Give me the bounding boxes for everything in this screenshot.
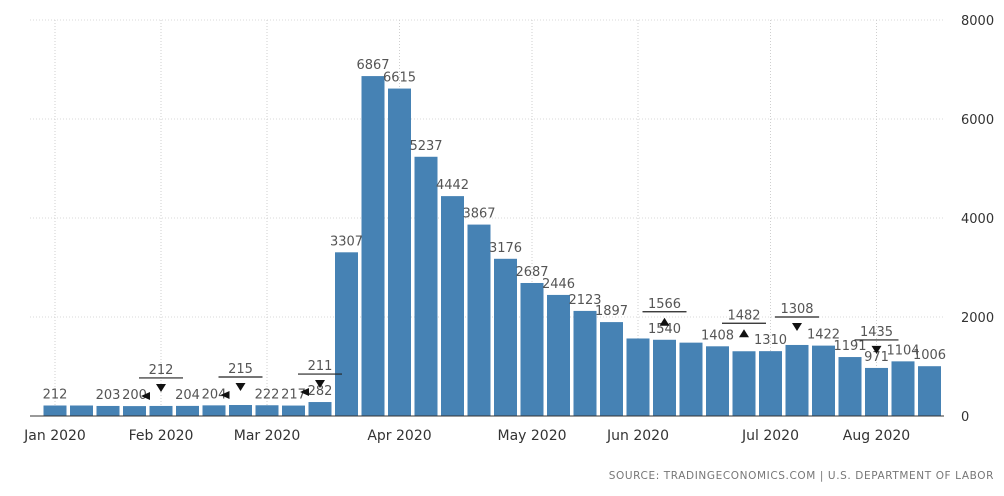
data-label: 1422 (807, 328, 840, 343)
bars-group (43, 76, 941, 417)
bar (626, 338, 650, 416)
bar (918, 366, 941, 416)
data-label: 2123 (568, 293, 601, 308)
data-label: 222 (255, 387, 280, 402)
data-label: 203 (96, 388, 121, 403)
annotation-label: 1435 (860, 325, 893, 340)
bar (414, 156, 438, 416)
annotation-label: 1308 (780, 302, 813, 317)
x-tick-label: May 2020 (497, 428, 566, 444)
bar (679, 342, 703, 416)
data-label: 1104 (886, 343, 919, 358)
data-label: 5237 (409, 139, 442, 154)
data-label: 6867 (356, 58, 389, 73)
bar (838, 357, 862, 416)
bar (123, 406, 146, 416)
data-label: 2687 (515, 265, 548, 280)
bar (520, 282, 544, 416)
y-tick-label: 2000 (961, 311, 994, 326)
annotation-marker (235, 383, 246, 392)
data-label: 217 (281, 388, 306, 403)
bar (759, 351, 782, 416)
bar (308, 402, 332, 416)
bar (732, 351, 756, 416)
bar (176, 405, 199, 416)
bar (865, 367, 888, 416)
bar (282, 405, 305, 416)
annotation-label: 1566 (648, 297, 681, 312)
data-label: 1897 (595, 304, 628, 319)
data-label: 971 (864, 350, 889, 365)
data-label: 2446 (542, 277, 575, 292)
data-label: 6615 (383, 71, 416, 86)
x-tick-label: Apr 2020 (367, 428, 431, 444)
annotation-label: 211 (308, 359, 333, 374)
data-label: 1191 (833, 339, 866, 354)
bar (441, 196, 464, 416)
annotation-marker (315, 380, 325, 389)
data-label: 4442 (436, 178, 469, 193)
annotation-label: 1482 (727, 308, 760, 323)
bar (573, 310, 597, 416)
data-label: 204 (202, 387, 227, 402)
bar (785, 344, 809, 416)
x-tick-label: Jun 2020 (606, 428, 669, 444)
data-label: 204 (175, 388, 200, 403)
annotation-marker (792, 322, 802, 331)
data-label: 212 (43, 388, 68, 403)
bar (361, 76, 385, 417)
annotations: 212 215 211 1566 1482 1308 1435 (139, 297, 899, 400)
left-marker (220, 391, 230, 400)
data-label: 3176 (489, 241, 522, 256)
data-label: 1006 (913, 348, 946, 363)
data-label: 282 (308, 384, 333, 399)
bar (467, 224, 491, 416)
bar (43, 405, 67, 416)
bar (812, 345, 835, 416)
bar (600, 322, 623, 416)
left-marker (300, 388, 309, 397)
annotation-label: 215 (228, 362, 253, 377)
annotation-marker (156, 383, 166, 392)
left-marker (141, 391, 150, 400)
x-tick-label: Jan 2020 (23, 428, 86, 444)
x-tick-label: Mar 2020 (234, 428, 301, 444)
bar (70, 405, 93, 416)
x-axis-ticks: Jan 2020 Feb 2020 Mar 2020 Apr 2020 May 2020… (23, 428, 910, 444)
annotation-marker (739, 329, 749, 338)
bar (202, 405, 226, 416)
bar (229, 405, 252, 416)
y-axis-ticks: 0 2000 4000 6000 8000 (961, 14, 994, 425)
x-tick-label: Feb 2020 (129, 428, 194, 444)
data-label: 3307 (330, 234, 363, 249)
data-label: 1408 (701, 328, 734, 343)
bar (335, 252, 358, 416)
bar (547, 294, 570, 416)
x-tick-label: Aug 2020 (843, 428, 910, 444)
bar (255, 405, 279, 416)
x-tick-label: Jul 2020 (741, 428, 799, 444)
bar (149, 405, 173, 416)
bar (388, 88, 411, 417)
y-tick-label: 6000 (961, 113, 994, 128)
y-tick-label: 0 (961, 410, 969, 425)
annotation-label: 212 (149, 363, 174, 378)
annotation-marker (659, 317, 670, 326)
bar (494, 258, 517, 416)
y-tick-label: 8000 (961, 14, 994, 29)
annotation-marker (871, 345, 882, 354)
bar (96, 405, 120, 416)
data-label: 1310 (754, 333, 787, 348)
data-label: 200 (122, 388, 147, 403)
bar (653, 339, 676, 416)
data-label: 1540 (648, 322, 681, 337)
y-tick-label: 4000 (961, 212, 994, 227)
data-label: 3867 (462, 207, 495, 222)
bar (706, 346, 729, 416)
source-note: SOURCE: TRADINGECONOMICS.COM | U.S. DEPA… (608, 470, 994, 482)
bar (891, 361, 915, 416)
